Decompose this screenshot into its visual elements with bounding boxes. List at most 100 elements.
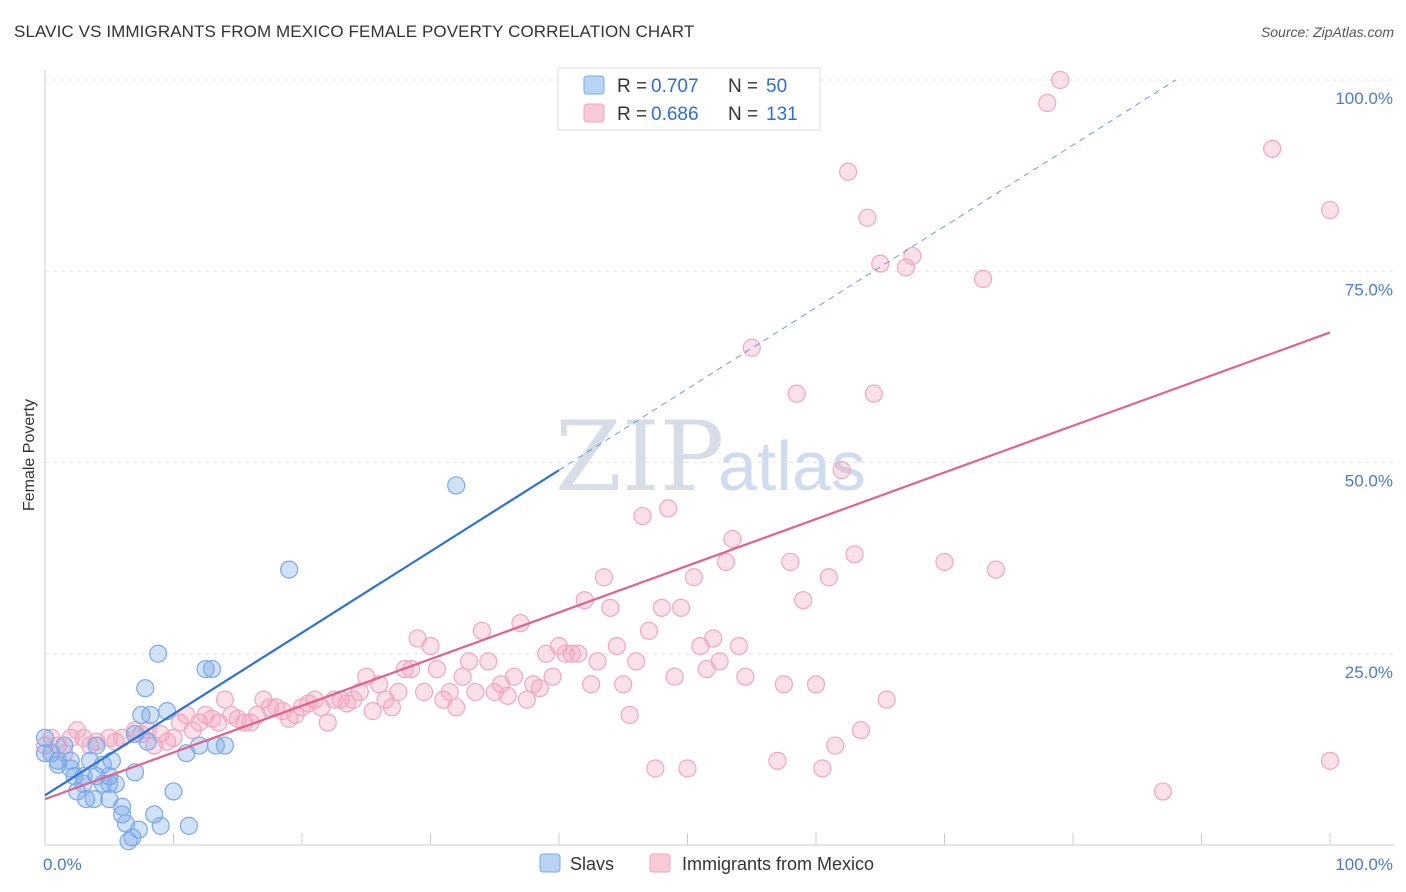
- legend-r-label-mexico: R =: [617, 104, 647, 125]
- mexico-point-114: [806, 675, 826, 694]
- slavs-point-22: [102, 751, 121, 770]
- slavs-point-14: [84, 789, 103, 809]
- slavs-point-0: [35, 728, 55, 748]
- mexico-point-94: [652, 598, 671, 617]
- slavs-point-5: [55, 736, 74, 755]
- mexico-point-63: [453, 667, 472, 686]
- mexico-point-93: [646, 759, 665, 778]
- mexico-point-124: [871, 254, 890, 273]
- y-tick-label-50: 50.0%: [1345, 472, 1393, 491]
- mexico-point-107: [736, 667, 755, 686]
- mexico-point-131: [1038, 93, 1057, 113]
- mexico-point-103: [710, 652, 729, 671]
- mexico-point-62: [447, 698, 466, 717]
- series-slavs-points: [35, 476, 466, 851]
- mexico-point-73: [517, 690, 536, 709]
- mexico-point-71: [504, 667, 524, 686]
- y-tick-label-25: 25.0%: [1345, 663, 1393, 682]
- mexico-point-105: [723, 529, 742, 549]
- mexico-point-108: [742, 338, 761, 357]
- mexico-point-95: [659, 499, 678, 518]
- mexico-point-53: [389, 682, 408, 702]
- y-tick-label-75: 75.0%: [1345, 280, 1393, 299]
- mexico-point-67: [479, 652, 498, 671]
- bottom-legend: Slavs Immigrants from Mexico: [539, 853, 874, 874]
- mexico-point-110: [774, 675, 793, 694]
- axes: [44, 70, 1395, 846]
- mexico-point-47: [350, 682, 369, 702]
- mexico-point-126: [896, 258, 916, 277]
- mexico-point-88: [614, 675, 633, 694]
- mexico-point-98: [678, 759, 697, 778]
- legend-r-value-mexico: 0.686: [651, 104, 699, 125]
- slavs-point-31: [129, 820, 148, 839]
- mexico-point-109: [768, 751, 787, 770]
- mexico-point-104: [716, 552, 736, 572]
- mexico-point-52: [382, 698, 402, 717]
- slavs-trend-line: [44, 469, 560, 797]
- legend: R = 0.707 N = 50 R = 0.686 N = 131: [557, 67, 821, 131]
- mexico-point-84: [588, 652, 607, 671]
- mexico-point-89: [620, 705, 639, 725]
- slavs-point-34: [138, 732, 157, 751]
- mexico-point-127: [903, 246, 922, 266]
- source-credit: Source: ZipAtlas.com: [1260, 24, 1394, 40]
- mexico-point-123: [864, 384, 883, 403]
- watermark-atlas: atlas: [718, 427, 866, 505]
- legend-n-label-slavs: N =: [728, 76, 758, 97]
- mexico-point-134: [1263, 139, 1282, 158]
- mexico-point-136: [1320, 751, 1340, 770]
- mexico-point-130: [986, 560, 1006, 579]
- mexico-point-91: [633, 506, 652, 526]
- mexico-point-119: [839, 162, 858, 181]
- slavs-point-38: [151, 816, 170, 835]
- legend-r-value-slavs: 0.707: [651, 76, 699, 97]
- mexico-point-112: [787, 384, 806, 403]
- mexico-point-111: [781, 552, 800, 572]
- slavs-point-25: [112, 797, 132, 816]
- mexico-point-64: [459, 652, 479, 671]
- mexico-point-77: [543, 667, 562, 686]
- bottom-legend-label-slavs: Slavs: [570, 854, 614, 874]
- slavs-point-42: [179, 816, 199, 835]
- x-tick-label-100: 100.0%: [1335, 855, 1393, 874]
- mexico-point-90: [626, 652, 646, 671]
- mexico-point-92: [639, 621, 659, 640]
- legend-swatch-mexico: [583, 103, 605, 123]
- legend-n-value-slavs: 50: [766, 76, 787, 97]
- mexico-point-85: [594, 568, 614, 587]
- mexico-point-117: [826, 736, 845, 755]
- legend-n-label-mexico: N =: [728, 104, 758, 125]
- x-tick-label-0: 0.0%: [43, 855, 82, 874]
- mexico-point-57: [414, 682, 434, 702]
- watermark-zip: ZIP: [555, 401, 724, 513]
- mexico-point-99: [684, 568, 704, 587]
- mexico-point-87: [607, 636, 626, 656]
- y-tick-label-100: 100.0%: [1335, 89, 1393, 108]
- y-axis-label: Female Poverty: [21, 399, 38, 511]
- mexico-point-83: [582, 675, 601, 694]
- slavs-point-36: [145, 805, 164, 824]
- slavs-point-12: [77, 789, 96, 809]
- mexico-point-116: [819, 568, 838, 587]
- mexico-point-66: [472, 621, 491, 640]
- mexico-point-80: [562, 644, 581, 663]
- slavs-point-15: [87, 736, 106, 755]
- mexico-point-121: [851, 721, 871, 740]
- mexico-point-122: [858, 208, 877, 227]
- mexico-point-128: [935, 552, 954, 572]
- slavs-point-24: [112, 805, 132, 824]
- bottom-legend-swatch-slavs: [539, 853, 561, 873]
- slavs-point-35: [141, 705, 160, 725]
- slavs-point-37: [148, 644, 168, 663]
- y-tick-labels: 25.0% 50.0% 75.0% 100.0%: [1335, 89, 1393, 682]
- mexico-point-118: [832, 461, 851, 480]
- slavs-point-6: [61, 751, 80, 770]
- x-tick-labels: 0.0% 100.0%: [43, 855, 1393, 874]
- mexico-point-81: [569, 644, 588, 663]
- mexico-point-42: [318, 713, 337, 732]
- mexico-point-132: [1051, 70, 1070, 90]
- bottom-legend-label-mexico: Immigrants from Mexico: [682, 854, 874, 874]
- bottom-legend-swatch-mexico: [649, 853, 671, 873]
